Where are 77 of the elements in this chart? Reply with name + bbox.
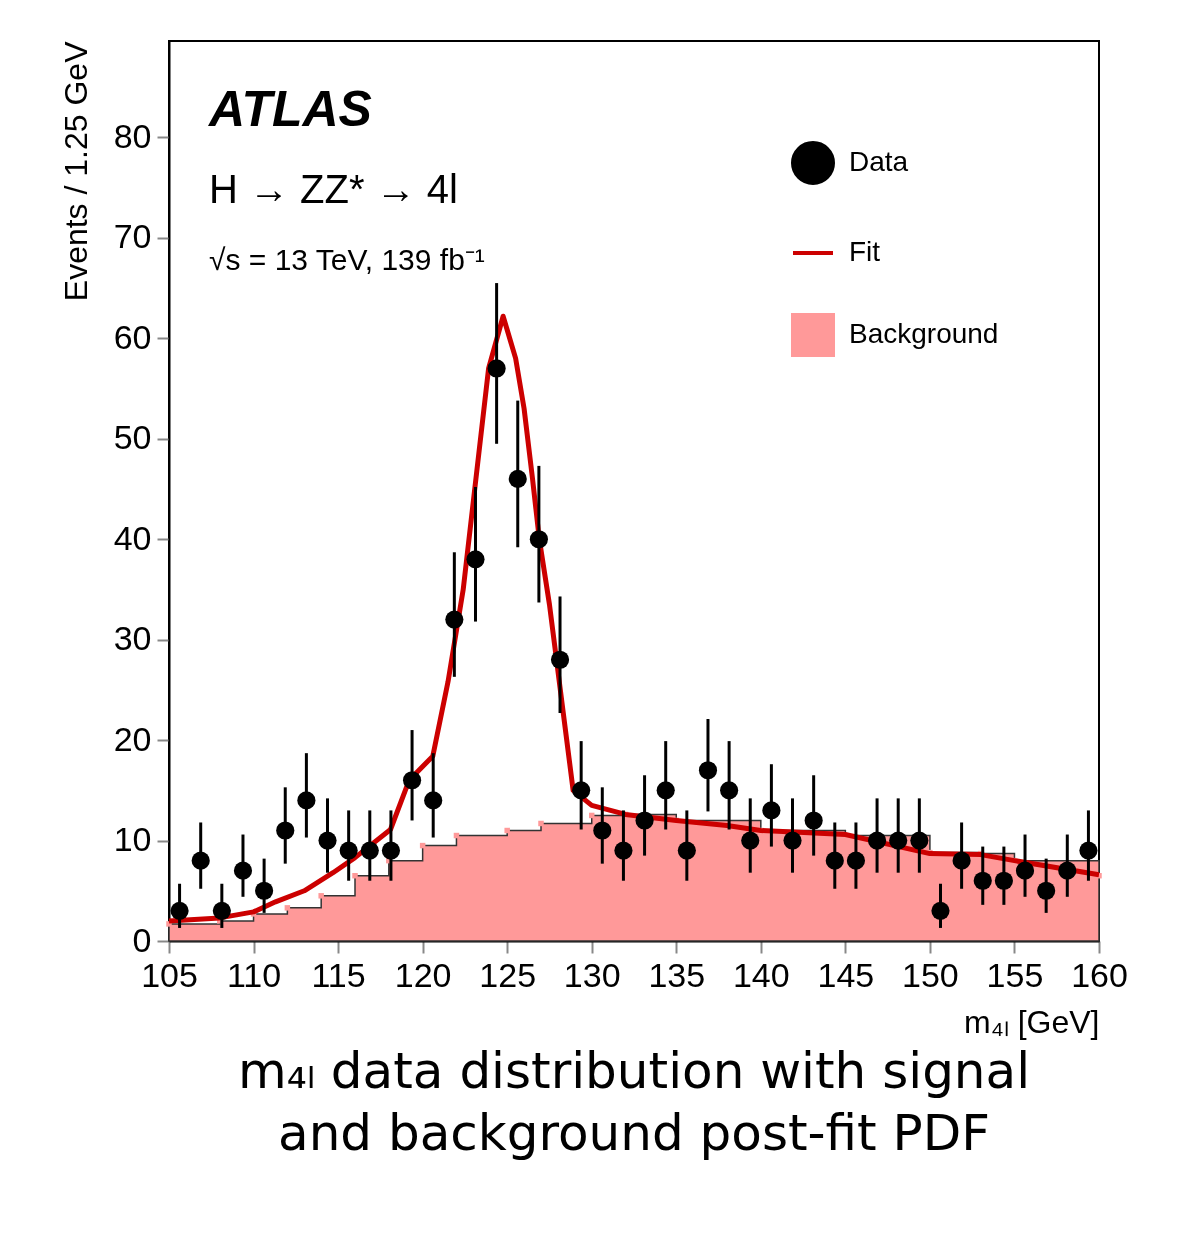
point [952, 851, 971, 870]
point [466, 550, 485, 569]
point [297, 791, 316, 810]
point [593, 821, 612, 840]
x-tick-label: 160 [1071, 955, 1128, 994]
x-tick-label: 120 [394, 955, 452, 994]
x-tick-label: 140 [732, 955, 790, 994]
legend-label: Fit [849, 236, 881, 267]
point [538, 820, 544, 827]
point [445, 610, 464, 629]
point [973, 871, 992, 890]
point [910, 831, 929, 850]
point [255, 881, 274, 900]
point [1015, 861, 1035, 880]
legend-label: Data [849, 146, 909, 177]
y-tick-label: 70 [113, 217, 152, 256]
point [698, 761, 718, 780]
point [677, 841, 696, 860]
point [352, 872, 358, 879]
y-tick-label: 10 [113, 820, 152, 859]
point [720, 781, 739, 800]
point [1058, 861, 1077, 880]
point [825, 851, 844, 870]
point [994, 871, 1013, 890]
point [381, 841, 401, 860]
x-tick-label: 130 [563, 955, 621, 994]
point [487, 359, 506, 378]
point [550, 650, 570, 669]
point [402, 771, 422, 790]
annotation: ATLAS [207, 81, 372, 137]
y-tick-label: 80 [113, 116, 152, 155]
point [783, 831, 802, 850]
point [233, 861, 253, 880]
point [212, 901, 231, 920]
annotation: H → ZZ* → 4l [209, 167, 458, 211]
point [508, 469, 527, 489]
x-axis-title: m₄ₗ [GeV] [964, 1003, 1100, 1040]
annotation: √s = 13 TeV, 139 fb⁻¹ [209, 243, 485, 276]
x-tick-label: 145 [817, 955, 875, 994]
point [656, 781, 675, 800]
point [867, 831, 887, 850]
x-tick-label: 125 [479, 955, 537, 994]
y-tick-label: 50 [113, 418, 152, 457]
x-tick-label: 110 [226, 955, 282, 994]
y-tick-label: 60 [113, 317, 152, 356]
x-tick-label: 115 [311, 955, 366, 994]
y-axis-title: Events / 1.25 GeV [57, 40, 94, 302]
point [318, 893, 324, 899]
y-tick-label: 40 [113, 518, 152, 557]
y-tick-label: 30 [113, 619, 152, 658]
x-tick-label: 155 [986, 955, 1044, 994]
y-tick-label: 20 [113, 719, 152, 758]
point [284, 905, 291, 911]
x-tick-label: 150 [902, 955, 959, 994]
point [504, 827, 510, 834]
point [846, 851, 866, 870]
x-tick-label: 135 [648, 955, 706, 994]
point [360, 841, 379, 860]
point [191, 851, 210, 870]
point [170, 901, 189, 920]
point [614, 841, 633, 860]
point [1079, 841, 1098, 860]
point [741, 831, 760, 850]
point [276, 821, 295, 840]
point [318, 831, 337, 850]
point [424, 791, 443, 810]
text: m₄ₗ data distribution with signal and background post-fit PDF [237, 1042, 1031, 1162]
point [339, 841, 358, 860]
point [931, 901, 950, 920]
point [762, 801, 781, 820]
point [804, 811, 823, 830]
point [635, 811, 654, 830]
point [529, 530, 548, 549]
point [1037, 881, 1056, 900]
legend-label: Background [849, 318, 999, 349]
point [572, 781, 591, 800]
point [889, 831, 908, 850]
